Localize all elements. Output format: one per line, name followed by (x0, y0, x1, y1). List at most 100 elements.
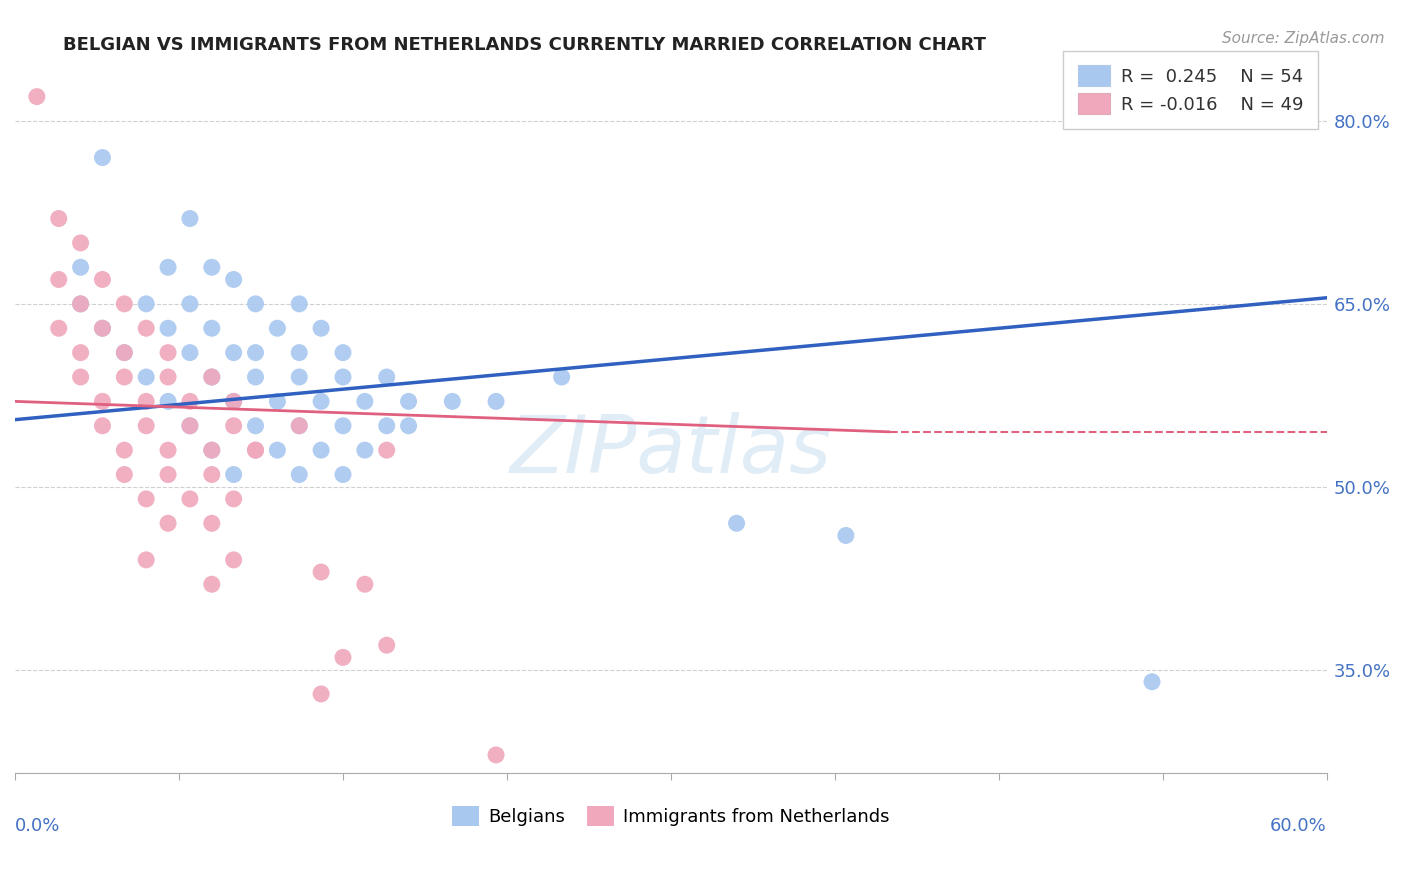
Point (332, 345, 354, 359)
Point (266, 394, 288, 409)
Text: BELGIAN VS IMMIGRANTS FROM NETHERLANDS CURRENTLY MARRIED CORRELATION CHART: BELGIAN VS IMMIGRANTS FROM NETHERLANDS C… (63, 36, 986, 54)
Point (375, 418, 398, 433)
Point (835, 528, 858, 542)
Point (222, 467, 245, 482)
Point (309, 565, 332, 579)
Point (157, 394, 180, 409)
Point (69, 297, 91, 311)
Point (69, 345, 91, 359)
Point (309, 321, 332, 335)
Point (288, 345, 311, 359)
Point (485, 747, 508, 762)
Point (91, 151, 114, 165)
Point (69, 235, 91, 250)
Text: ZIPatlas: ZIPatlas (510, 412, 832, 491)
Point (245, 443, 267, 458)
Point (112, 297, 135, 311)
Point (222, 553, 245, 567)
Point (201, 370, 224, 384)
Point (332, 418, 354, 433)
Point (135, 321, 157, 335)
Point (725, 516, 748, 531)
Point (157, 443, 180, 458)
Point (48, 321, 70, 335)
Point (201, 516, 224, 531)
Point (201, 443, 224, 458)
Point (112, 443, 135, 458)
Point (179, 418, 201, 433)
Point (245, 345, 267, 359)
Point (91, 321, 114, 335)
Point (91, 418, 114, 433)
Point (309, 394, 332, 409)
Text: Source: ZipAtlas.com: Source: ZipAtlas.com (1222, 31, 1385, 46)
Point (91, 394, 114, 409)
Point (288, 297, 311, 311)
Legend: R =  0.245    N = 54, R = -0.016    N = 49: R = 0.245 N = 54, R = -0.016 N = 49 (1063, 51, 1317, 128)
Point (288, 418, 311, 433)
Point (69, 370, 91, 384)
Point (112, 345, 135, 359)
Point (48, 272, 70, 286)
Point (550, 370, 572, 384)
Point (69, 297, 91, 311)
Point (222, 345, 245, 359)
Point (179, 418, 201, 433)
Point (135, 418, 157, 433)
Point (48, 211, 70, 226)
Point (332, 467, 354, 482)
Point (222, 418, 245, 433)
Point (353, 443, 375, 458)
Point (245, 297, 267, 311)
Point (222, 394, 245, 409)
Point (157, 467, 180, 482)
Text: 0.0%: 0.0% (15, 817, 60, 835)
Point (179, 345, 201, 359)
Point (25, 89, 48, 103)
Point (288, 370, 311, 384)
Point (375, 638, 398, 652)
Point (375, 443, 398, 458)
Point (485, 394, 508, 409)
Point (201, 467, 224, 482)
Point (222, 394, 245, 409)
Point (201, 443, 224, 458)
Point (222, 491, 245, 506)
Point (222, 272, 245, 286)
Point (245, 443, 267, 458)
Point (332, 370, 354, 384)
Point (201, 260, 224, 275)
Point (441, 394, 464, 409)
Point (245, 370, 267, 384)
Point (245, 418, 267, 433)
Point (201, 370, 224, 384)
Point (375, 370, 398, 384)
Point (135, 553, 157, 567)
Point (201, 577, 224, 591)
Point (201, 321, 224, 335)
Point (288, 418, 311, 433)
Point (157, 321, 180, 335)
Point (69, 260, 91, 275)
Point (266, 443, 288, 458)
Point (157, 370, 180, 384)
Point (353, 394, 375, 409)
Text: 60.0%: 60.0% (1270, 817, 1327, 835)
Point (112, 370, 135, 384)
Point (398, 418, 420, 433)
Point (112, 345, 135, 359)
Point (179, 211, 201, 226)
Point (179, 394, 201, 409)
Point (135, 491, 157, 506)
Point (179, 491, 201, 506)
Point (179, 297, 201, 311)
Point (332, 650, 354, 665)
Point (266, 321, 288, 335)
Point (157, 260, 180, 275)
Point (135, 394, 157, 409)
Point (398, 394, 420, 409)
Point (1229, 114, 1251, 128)
Point (157, 516, 180, 531)
Point (157, 345, 180, 359)
Point (1140, 674, 1163, 689)
